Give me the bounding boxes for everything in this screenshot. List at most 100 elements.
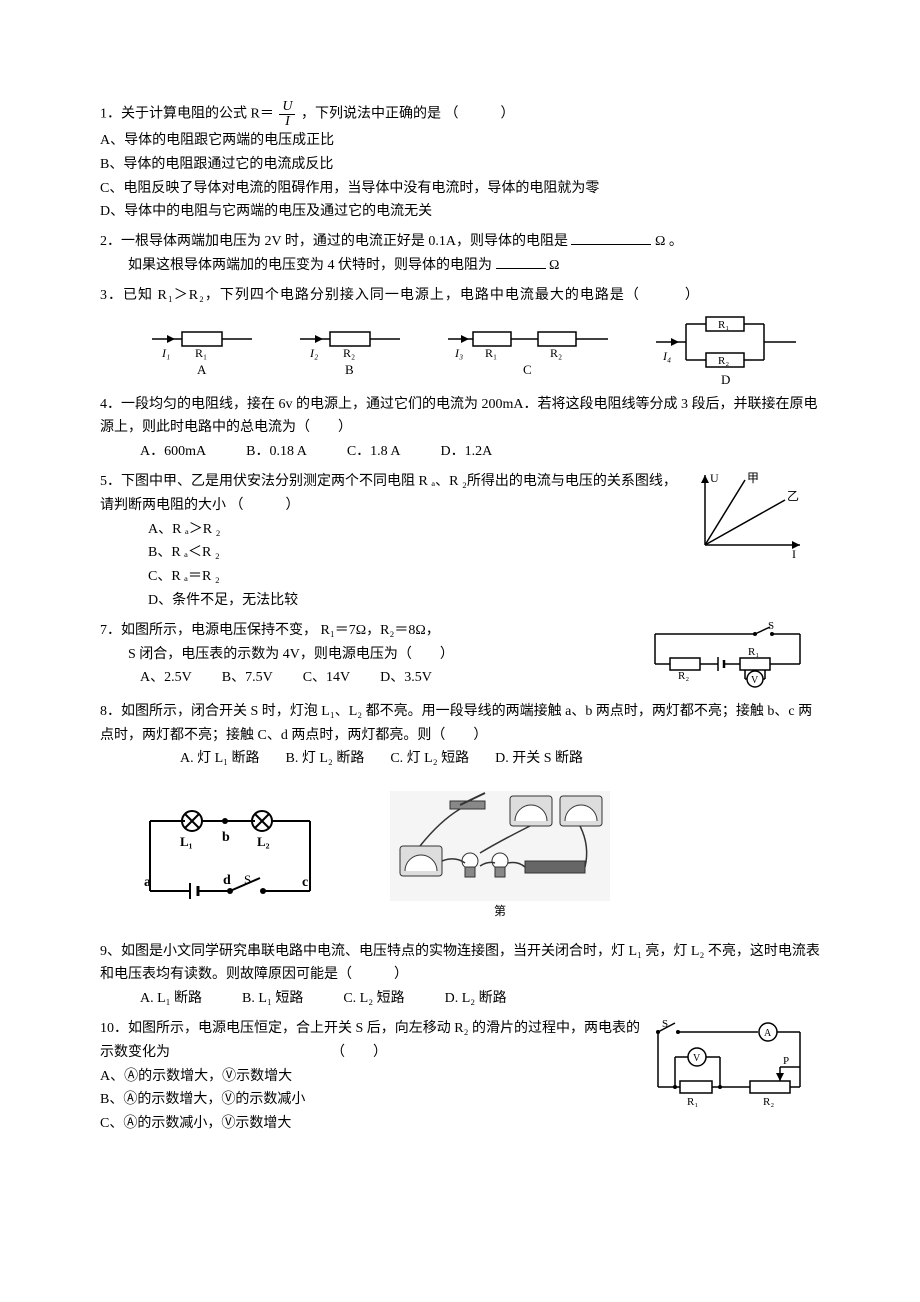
svg-text:R₁: R₁ (195, 346, 207, 360)
fraction-u-over-i: U I (279, 100, 295, 129)
question-7: 7．如图所示，电源电压保持不变， R₁＝7Ω，R₂＝8Ω， S 闭合，电压表的示… (100, 619, 820, 694)
fraction-denominator: I (279, 115, 295, 129)
question-1: 1．关于计算电阻的公式 R＝ U I ，下列说法中正确的是 （ ） A、导体的电… (100, 100, 820, 224)
q10-stem: 10．如图所示，电源电压恒定，合上开关 S 后，向左移动 R₂ 的滑片的过程中，… (100, 1017, 640, 1065)
q5-option-b: B、R ₐ＜R ₂ (100, 541, 690, 565)
blank-field (496, 254, 546, 269)
question-8: 8．如图所示，闭合开关 S 时，灯泡 L₁、L₂ 都不亮。用一段导线的两端接触 … (100, 700, 820, 922)
circuit-q10-icon: S A V P R₁ R₂ (640, 1017, 815, 1107)
svg-text:R₁: R₁ (718, 319, 729, 331)
q8-option-a: A. 灯 L₁ 断路 (180, 747, 260, 771)
q1-option-a: A、导体的电阻跟它两端的电压成正比 (100, 129, 820, 153)
q8-fig-caption: 第 (390, 901, 610, 921)
svg-text:R₂: R₂ (718, 355, 729, 367)
svg-text:D: D (721, 372, 730, 387)
question-9: 9、如图是小文同学研究串联电路中电流、电压特点的实物连接图，当开关闭合时，灯 L… (100, 940, 820, 1011)
svg-text:R₁: R₁ (485, 346, 497, 360)
svg-text:c: c (302, 875, 308, 890)
q8-figures: L₁ b L₂ a d S c (100, 791, 820, 921)
ui-graph-icon: U I 甲 乙 (690, 470, 810, 560)
svg-text:A: A (764, 1028, 772, 1039)
q7-option-a: A、2.5V (140, 666, 192, 690)
question-5: 5．下图中甲、乙是用伏安法分别测定两个不同电阻 R ₐ、R ₂所得出的电流与电压… (100, 470, 820, 613)
q7-option-d: D、3.5V (380, 666, 432, 690)
q9-option-c: C. L₂ 短路 (343, 987, 404, 1011)
q5-stem: 5．下图中甲、乙是用伏安法分别测定两个不同电阻 R ₐ、R ₂所得出的电流与电压… (100, 470, 690, 518)
svg-text:R₂: R₂ (550, 346, 562, 360)
q10-option-a: A、Ⓐ的示数增大，Ⓥ示数增大 (100, 1065, 640, 1089)
instrument-photo-icon (390, 791, 610, 901)
svg-text:a: a (144, 875, 151, 890)
svg-text:I: I (792, 547, 796, 560)
q2-line2: 如果这根导体两端加的电压变为 4 伏特时，则导体的电阻为 Ω (100, 254, 820, 278)
q10-text: 10．如图所示，电源电压恒定，合上开关 S 后，向左移动 R₂ 的滑片的过程中，… (100, 1017, 640, 1136)
q4-option-b: B．0.18 A (246, 440, 307, 464)
q8-option-b: B. 灯 L₂ 断路 (286, 747, 365, 771)
circuit-d-icon: I₄ R₁ R₂ D (651, 312, 801, 387)
q9-option-b: B. L₁ 短路 (242, 987, 303, 1011)
svg-text:A: A (197, 362, 207, 377)
svg-text:R₂: R₂ (343, 346, 355, 360)
q2-line2-b: Ω (549, 258, 559, 273)
svg-text:I₄: I₄ (662, 349, 671, 363)
q2-line2-a: 如果这根导体两端加的电压变为 4 伏特时，则导体的电阻为 (128, 258, 492, 273)
svg-text:B: B (345, 362, 354, 377)
q3-stem: 3．已知 R₁＞R₂，下列四个电路分别接入同一电源上，电路中电流最大的电路是（ … (100, 284, 820, 308)
q10-option-c: C、Ⓐ的示数减小，Ⓥ示数增大 (100, 1112, 640, 1136)
q9-options: A. L₁ 断路 B. L₁ 短路 C. L₂ 短路 D. L₂ 断路 (100, 987, 820, 1011)
q1-stem-post: ，下列说法中正确的是 （ ） (301, 107, 515, 122)
svg-text:U: U (710, 471, 719, 485)
q4-option-c: C．1.8 A (347, 440, 401, 464)
q1-stem: 1．关于计算电阻的公式 R＝ U I ，下列说法中正确的是 （ ） (100, 100, 820, 129)
question-2: 2．一根导体两端加电压为 2V 时，通过的电流正好是 0.1A，则导体的电阻是 … (100, 230, 820, 278)
q9-stem: 9、如图是小文同学研究串联电路中电流、电压特点的实物连接图，当开关闭合时，灯 L… (100, 940, 820, 988)
svg-text:I₁: I₁ (161, 346, 170, 360)
q7-text: 7．如图所示，电源电压保持不变， R₁＝7Ω，R₂＝8Ω， S 闭合，电压表的示… (100, 619, 640, 690)
q1-stem-pre: 1．关于计算电阻的公式 R＝ (100, 107, 274, 122)
exam-page: 1．关于计算电阻的公式 R＝ U I ，下列说法中正确的是 （ ） A、导体的电… (0, 0, 920, 1202)
q1-option-d: D、导体中的电阻与它两端的电压及通过它的电流无关 (100, 200, 820, 224)
question-10: 10．如图所示，电源电压恒定，合上开关 S 后，向左移动 R₂ 的滑片的过程中，… (100, 1017, 820, 1136)
q5-option-d: D、条件不足，无法比较 (100, 589, 690, 613)
svg-text:甲: 甲 (747, 471, 759, 485)
q5-text: 5．下图中甲、乙是用伏安法分别测定两个不同电阻 R ₐ、R ₂所得出的电流与电压… (100, 470, 690, 613)
svg-text:L₂: L₂ (257, 834, 270, 849)
svg-text:S: S (244, 872, 251, 887)
q7-option-c: C、14V (303, 666, 350, 690)
q8-option-d: D. 开关 S 断路 (495, 747, 583, 771)
q9-option-a: A. L₁ 断路 (140, 987, 202, 1011)
q5-option-c: C、R ₐ＝R ₂ (100, 565, 690, 589)
svg-text:L₁: L₁ (180, 834, 193, 849)
q4-option-a: A．600mA (140, 440, 206, 464)
svg-text:乙: 乙 (787, 489, 799, 503)
svg-text:S: S (662, 1018, 668, 1030)
q10-circuit: S A V P R₁ R₂ (640, 1017, 820, 1107)
svg-text:V: V (751, 675, 759, 686)
fraction-numerator: U (279, 100, 295, 115)
q7-option-b: B、7.5V (222, 666, 273, 690)
q4-stem: 4．一段均匀的电阻线，接在 6v 的电源上，通过它们的电流为 200mA．若将这… (100, 393, 820, 441)
svg-text:R₂: R₂ (678, 670, 689, 682)
circuit-b-icon: I₂ R₂ B (295, 319, 405, 379)
q7-stem-l1: 7．如图所示，电源电压保持不变， R₁＝7Ω，R₂＝8Ω， (100, 619, 640, 643)
svg-text:R₁: R₁ (687, 1096, 698, 1107)
q3-diagrams: I₁ R₁ A I₂ R₂ B I₃ (128, 312, 820, 387)
circuit-c-icon: I₃ R₁ R₂ C (443, 319, 613, 379)
question-3: 3．已知 R₁＞R₂，下列四个电路分别接入同一电源上，电路中电流最大的电路是（ … (100, 284, 820, 387)
question-4: 4．一段均匀的电阻线，接在 6v 的电源上，通过它们的电流为 200mA．若将这… (100, 393, 820, 464)
q7-circuit: S R₂ R₁ V (640, 619, 820, 694)
svg-text:I₂: I₂ (309, 346, 318, 360)
svg-text:V: V (693, 1053, 701, 1064)
svg-text:C: C (523, 362, 532, 377)
q10-option-b: B、Ⓐ的示数增大，Ⓥ的示数减小 (100, 1088, 640, 1112)
q9-option-d: D. L₂ 断路 (445, 987, 507, 1011)
q8-options: A. 灯 L₁ 断路 B. 灯 L₂ 断路 C. 灯 L₂ 短路 D. 开关 S… (100, 747, 820, 771)
q8-photo: 第 (390, 791, 610, 921)
q5-graph: U I 甲 乙 (690, 470, 820, 560)
svg-text:b: b (222, 830, 230, 845)
q2-line1-a: 2．一根导体两端加电压为 2V 时，通过的电流正好是 0.1A，则导体的电阻是 (100, 234, 568, 249)
svg-text:R₁: R₁ (748, 646, 759, 658)
blank-field (571, 230, 651, 245)
svg-text:P: P (783, 1055, 789, 1067)
q8-option-c: C. 灯 L₂ 短路 (390, 747, 469, 771)
